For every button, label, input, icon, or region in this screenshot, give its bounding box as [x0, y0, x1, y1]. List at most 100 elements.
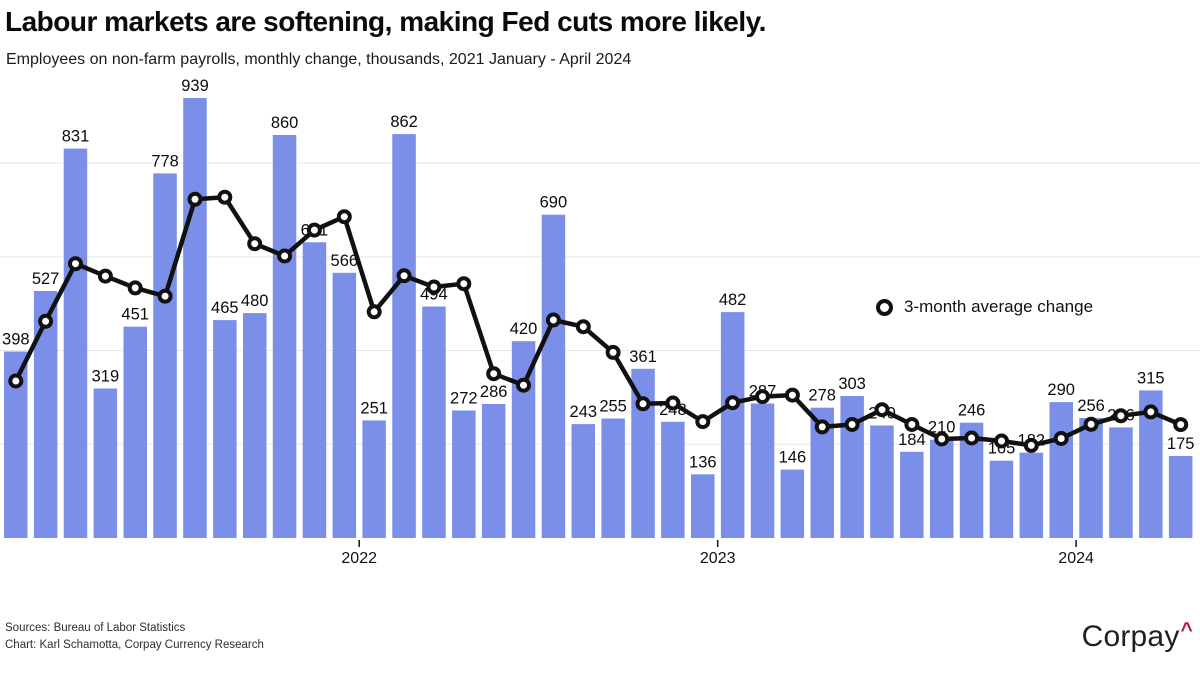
- bar-label-2022-04: 272: [450, 390, 478, 408]
- bar-label-2022-07: 690: [540, 194, 568, 212]
- avg-marker-2023-11: [1023, 437, 1039, 453]
- avg-marker-2024-01: [1083, 416, 1099, 432]
- bar-label-2023-05: 303: [838, 375, 866, 393]
- bar-2021-06: [153, 173, 177, 538]
- avg-marker-2021-03: [68, 256, 83, 272]
- bar-label-2023-12: 290: [1047, 381, 1075, 399]
- avg-marker-2022-08: [575, 319, 591, 335]
- bar-2021-03: [63, 148, 88, 538]
- avg-marker-2023-04: [814, 419, 830, 435]
- bar-2024-03: [1139, 390, 1163, 538]
- chart-title: Labour markets are softening, making Fed…: [5, 6, 766, 37]
- bar-2023-02: [750, 403, 775, 538]
- avg-marker-2023-05: [844, 417, 860, 432]
- avg-marker-2022-03: [426, 279, 442, 295]
- avg-marker-2022-05: [486, 366, 502, 382]
- avg-marker-2022-10: [635, 396, 651, 412]
- corpay-caret-icon: ^: [1180, 619, 1193, 642]
- avg-marker-2023-07: [904, 417, 920, 432]
- bar-2023-10: [989, 460, 1014, 538]
- avg-marker-2024-03: [1143, 404, 1159, 420]
- avg-marker-2021-08: [217, 189, 233, 205]
- bar-2022-05: [481, 404, 506, 538]
- avg-marker-2022-06: [516, 377, 531, 393]
- bar-2022-10: [631, 368, 655, 538]
- line-marker-icon: [876, 298, 893, 316]
- bar-2021-08: [213, 320, 237, 538]
- bar-2021-10: [272, 135, 297, 538]
- avg-marker-2022-01: [366, 304, 382, 320]
- bar-2023-08: [930, 439, 954, 538]
- legend: 3-month average change: [876, 297, 1093, 317]
- corpay-logo: Corpay^: [1081, 619, 1193, 654]
- avg-marker-2022-02: [396, 268, 412, 284]
- bar-2021-04: [93, 388, 118, 538]
- bar-label-2021-01: 398: [2, 331, 30, 349]
- bar-label-2021-04: 319: [92, 368, 120, 386]
- bar-label-2022-08: 243: [570, 403, 598, 421]
- bar-2021-05: [123, 326, 147, 538]
- bar-2022-02: [392, 134, 416, 538]
- bar-2022-11: [661, 421, 685, 538]
- bar-label-2023-01: 482: [719, 291, 747, 309]
- bar-label-2024-01: 256: [1077, 397, 1105, 415]
- bar-label-2023-03: 146: [779, 449, 807, 467]
- avg-marker-2023-10: [994, 433, 1009, 449]
- bar-2023-05: [840, 396, 864, 538]
- avg-marker-2024-02: [1113, 408, 1129, 424]
- avg-marker-2021-10: [277, 248, 293, 264]
- bar-2021-02: [33, 291, 58, 538]
- bar-2024-02: [1109, 427, 1133, 538]
- legend-label: 3-month average change: [904, 297, 1094, 316]
- footer-notes: Sources: Bureau of Labor Statistics Char…: [5, 620, 264, 654]
- avg-marker-2023-12: [1053, 431, 1069, 446]
- corpay-logo-text: Corpay: [1081, 620, 1180, 653]
- avg-marker-2021-09: [247, 236, 263, 252]
- bar-label-2024-04: 175: [1167, 435, 1195, 453]
- bar-2023-04: [810, 407, 834, 538]
- bar-2022-12: [691, 474, 715, 538]
- avg-marker-2022-11: [665, 395, 681, 411]
- bar-2021-09: [243, 313, 267, 538]
- avg-marker-2023-09: [964, 430, 980, 446]
- bar-2021-01: [4, 351, 28, 538]
- year-label-2022: 2022: [341, 550, 377, 567]
- bar-label-2021-02: 527: [32, 270, 60, 288]
- bar-2022-03: [422, 306, 446, 538]
- bar-2021-11: [302, 242, 327, 539]
- bar-2023-01: [720, 312, 745, 538]
- bar-2022-01: [362, 420, 386, 538]
- bar-label-2021-09: 480: [241, 292, 269, 310]
- avg-marker-2023-01: [725, 395, 741, 411]
- avg-marker-2021-06: [157, 288, 173, 304]
- bar-label-2022-01: 251: [360, 399, 388, 417]
- bar-label-2022-06: 420: [510, 320, 538, 338]
- bar-2023-06: [870, 425, 894, 538]
- avg-marker-2021-02: [38, 313, 54, 329]
- bar-label-2022-10: 361: [629, 348, 657, 366]
- bar-label-2021-12: 566: [331, 252, 359, 270]
- bar-label-2021-10: 860: [271, 114, 299, 132]
- bar-label-2021-03: 831: [62, 128, 90, 146]
- avg-marker-2023-08: [934, 431, 950, 447]
- credit-note: Chart: Karl Schamotta, Corpay Currency R…: [5, 639, 264, 651]
- bar-2023-07: [900, 451, 924, 538]
- avg-marker-2022-12: [695, 414, 711, 430]
- bar-2023-11: [1019, 452, 1044, 538]
- avg-line: [13, 194, 1183, 448]
- avg-marker-2021-07: [187, 191, 203, 207]
- bar-label-2021-05: 451: [121, 306, 149, 324]
- payrolls-chart: 3985278313194517789394654808606315662518…: [0, 77, 1200, 567]
- bar-label-2021-06: 778: [151, 152, 179, 170]
- avg-marker-2023-06: [874, 402, 890, 418]
- source-note: Sources: Bureau of Labor Statistics: [5, 622, 186, 634]
- bar-2022-08: [571, 424, 595, 538]
- avg-marker-2021-01: [8, 373, 24, 389]
- bar-2022-06: [511, 341, 536, 538]
- bar-2022-07: [541, 214, 566, 538]
- bar-label-2023-07: 184: [898, 431, 926, 449]
- avg-marker-2021-11: [306, 222, 322, 238]
- chart-subtitle: Employees on non-farm payrolls, monthly …: [6, 51, 632, 68]
- bar-2022-09: [601, 418, 625, 538]
- bar-label-2023-04: 278: [808, 387, 836, 405]
